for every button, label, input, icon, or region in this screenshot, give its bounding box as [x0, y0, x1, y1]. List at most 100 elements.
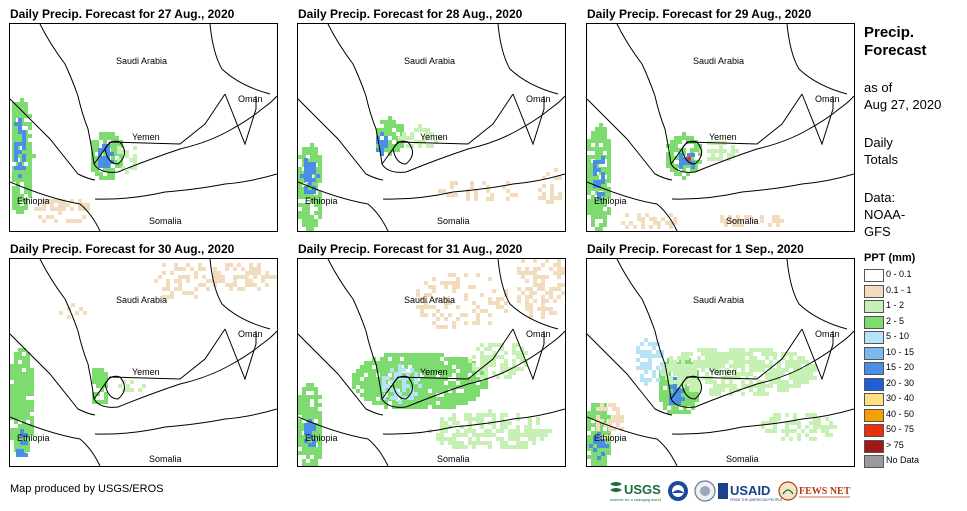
sidebar-title-line2: Forecast [864, 42, 927, 59]
fews-net-logo: FEWS NET [778, 481, 851, 501]
map-label-yemen: Yemen [420, 367, 448, 377]
map-label-yemen: Yemen [420, 132, 448, 142]
legend-swatch [864, 315, 884, 329]
partner-logos: USGS science for a changing world USAID … [610, 480, 851, 502]
panel-title-6: Daily Precip. Forecast for 1 Sep., 2020 [587, 242, 804, 256]
svg-text:FEWS NET: FEWS NET [799, 486, 851, 497]
legend-label: 0 - 0.1 [886, 269, 912, 279]
daily-label: Daily [864, 135, 893, 150]
usaid-logo: USAID FROM THE AMERICAN PEOPLE [718, 483, 783, 502]
legend-swatch [864, 331, 884, 344]
noaa-logo [668, 481, 688, 501]
map-label-yemen: Yemen [132, 132, 160, 142]
coastline-borders [10, 24, 277, 231]
legend-label: 10 - 15 [886, 346, 915, 357]
legend-label: 0.1 - 1 [886, 284, 912, 295]
panel-title-5: Daily Precip. Forecast for 31 Aug., 2020 [298, 242, 523, 256]
legend-label: 15 - 20 [886, 362, 915, 372]
totals-label: Totals [864, 152, 898, 167]
map-panel-4: Saudi Arabia Oman Yemen Ethiopia Somalia [9, 258, 278, 467]
map-panel-3: Saudi Arabia Oman Yemen Ethiopia Somalia [586, 23, 855, 232]
legend-label: 50 - 75 [886, 424, 915, 434]
precip-field [298, 116, 562, 231]
map-label-yemen: Yemen [709, 367, 737, 377]
panel-title-3: Daily Precip. Forecast for 29 Aug., 2020 [587, 7, 812, 21]
map-label-somalia: Somalia [149, 454, 182, 464]
legend-swatch [864, 300, 884, 313]
map-label-saudi: Saudi Arabia [116, 295, 167, 305]
legend-label: 1 - 2 [886, 300, 905, 310]
map-label-somalia: Somalia [437, 216, 470, 226]
map-svg-3: Saudi Arabia Oman Yemen Ethiopia Somalia [587, 24, 854, 231]
legend-swatch [864, 377, 884, 391]
data-source-line2: GFS [864, 224, 891, 239]
precip-field [12, 98, 137, 223]
svg-text:FROM THE AMERICAN PEOPLE: FROM THE AMERICAN PEOPLE [730, 498, 783, 502]
map-label-ethiopia: Ethiopia [594, 196, 627, 206]
legend-swatch [864, 393, 884, 406]
map-label-oman: Oman [815, 329, 840, 339]
sidebar-title: Precip. Forecast [864, 24, 927, 60]
legend-swatch [864, 362, 884, 375]
data-source-block: Data: NOAA- GFS [864, 189, 905, 240]
map-label-somalia: Somalia [726, 454, 759, 464]
map-svg-5: Saudi Arabia Oman Yemen Ethiopia Somalia [298, 259, 565, 466]
map-label-oman: Oman [526, 94, 551, 104]
map-label-saudi: Saudi Arabia [404, 56, 455, 66]
map-label-saudi: Saudi Arabia [693, 56, 744, 66]
svg-text:USAID: USAID [730, 483, 770, 498]
legend-title: PPT (mm) [864, 252, 916, 264]
map-label-oman: Oman [526, 329, 551, 339]
legend-swatch [864, 408, 884, 422]
usgs-logo: USGS science for a changing world [610, 482, 661, 502]
legend-swatch [864, 439, 884, 453]
map-label-ethiopia: Ethiopia [305, 433, 338, 443]
map-panel-1: Saudi Arabia Oman Yemen Ethiopia Somalia [9, 23, 278, 232]
panel-title-4: Daily Precip. Forecast for 30 Aug., 2020 [10, 242, 235, 256]
precip-field [587, 338, 837, 466]
as-of-label: as of [864, 80, 893, 95]
data-source-line1: NOAA- [864, 207, 906, 222]
map-svg-2: Saudi Arabia Oman Yemen Ethiopia Somalia [298, 24, 565, 231]
map-label-saudi: Saudi Arabia [404, 295, 455, 305]
panel-title-2: Daily Precip. Forecast for 28 Aug., 2020 [298, 7, 523, 21]
map-label-oman: Oman [815, 94, 840, 104]
map-label-oman: Oman [238, 94, 263, 104]
map-label-somalia: Somalia [726, 216, 759, 226]
svg-text:USGS: USGS [624, 482, 661, 497]
coastline-borders [298, 259, 565, 466]
map-svg-4: Saudi Arabia Oman Yemen Ethiopia Somalia [10, 259, 277, 466]
precip-field [587, 123, 784, 231]
as-of-date: Aug 27, 2020 [864, 97, 942, 112]
precip-field [298, 259, 565, 466]
legend-swatch [864, 284, 884, 298]
svg-text:science for a changing world: science for a changing world [610, 497, 661, 502]
map-label-somalia: Somalia [149, 216, 182, 226]
map-label-yemen: Yemen [709, 132, 737, 142]
coastline-borders [587, 24, 854, 231]
map-label-yemen: Yemen [132, 367, 160, 377]
data-label: Data: [864, 190, 896, 205]
map-svg-6: Saudi Arabia Oman Yemen Ethiopia Somalia [587, 259, 854, 466]
map-label-ethiopia: Ethiopia [17, 196, 50, 206]
precip-field [10, 263, 277, 457]
panel-title-1: Daily Precip. Forecast for 27 Aug., 2020 [10, 7, 235, 21]
daily-totals-block: Daily Totals [864, 134, 898, 168]
legend-label: 20 - 30 [886, 377, 915, 388]
legend-label: 40 - 50 [886, 408, 915, 419]
legend-label: 5 - 10 [886, 331, 910, 341]
as-of-block: as of Aug 27, 2020 [864, 79, 941, 113]
map-panel-2: Saudi Arabia Oman Yemen Ethiopia Somalia [297, 23, 566, 232]
coastline-borders [10, 259, 277, 466]
map-credit: Map produced by USGS/EROS [10, 483, 164, 495]
map-label-ethiopia: Ethiopia [594, 433, 627, 443]
map-label-somalia: Somalia [437, 454, 470, 464]
legend-label: 30 - 40 [886, 393, 915, 403]
map-svg-1: Saudi Arabia Oman Yemen Ethiopia Somalia [10, 24, 277, 231]
coastline-borders [298, 24, 565, 231]
legend-swatch [864, 424, 884, 437]
legend-label: No Data [886, 455, 920, 465]
map-panel-6: Saudi Arabia Oman Yemen Ethiopia Somalia [586, 258, 855, 467]
map-label-oman: Oman [238, 329, 263, 339]
dept-state-seal [694, 480, 716, 502]
